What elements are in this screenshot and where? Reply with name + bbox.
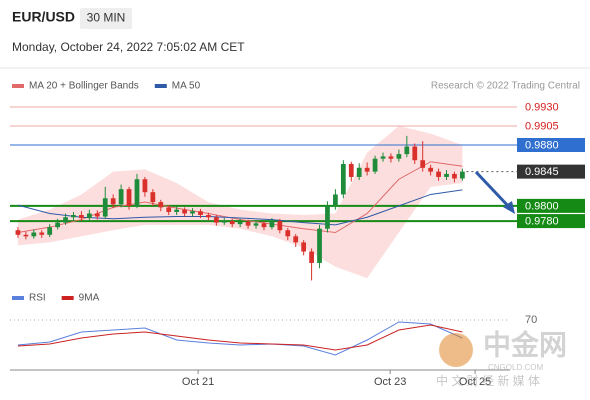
symbol: EUR/USD [12, 9, 75, 25]
x-tick-label: Oct 21 [182, 376, 214, 388]
candle-body [277, 221, 283, 231]
candle-body [142, 179, 148, 193]
candle-body [372, 158, 378, 172]
candle-body [174, 209, 180, 212]
legend-swatch [12, 84, 24, 88]
legend-label: MA 50 [172, 81, 201, 92]
level-box [517, 214, 585, 229]
candle-body [182, 209, 187, 214]
timestamp: Monday, October 24, 2022 7:05:02 AM CET [12, 40, 245, 54]
candle-body [158, 202, 164, 208]
level-box [517, 198, 585, 213]
candle-body [47, 227, 53, 235]
legend-swatch [154, 84, 167, 88]
x-tick-label: Oct 23 [374, 376, 406, 388]
candle-body [293, 236, 299, 243]
forecast-arrow [474, 170, 512, 210]
level-label: 0.9930 [525, 101, 559, 113]
candle-body [237, 221, 243, 225]
y-tick-label: 70 [525, 314, 537, 326]
candle-body [126, 189, 132, 206]
candle-body [404, 146, 410, 155]
candle-body [63, 217, 68, 223]
candle-body [325, 205, 330, 229]
candle-body [150, 192, 156, 203]
candle-body [102, 198, 108, 217]
interval[interactable]: 30 MIN [87, 11, 126, 25]
candle-body [31, 232, 37, 237]
candle-body [118, 189, 124, 205]
x-tick-label: Oct 25 [459, 376, 491, 388]
level-label: 0.9800 [525, 200, 559, 212]
candle-body [221, 221, 227, 223]
candle-body [213, 217, 219, 223]
candle-body [110, 198, 116, 205]
candle-body [428, 167, 434, 172]
legend-swatch [61, 296, 74, 300]
candle-body [198, 211, 203, 215]
legend-label: MA 20 + Bollinger Bands [29, 81, 139, 92]
candle-body [301, 242, 307, 252]
ma-line [17, 189, 463, 226]
candle-body [86, 213, 92, 219]
legend-label: RSI [29, 293, 46, 304]
candle-body [364, 167, 370, 172]
candle-body [261, 223, 267, 228]
level-box [517, 138, 585, 152]
candle-body [460, 171, 465, 179]
watermark-site: CNGOLD.COM [488, 363, 543, 372]
level-label: 0.9905 [525, 120, 559, 132]
forecast-arrow-head [503, 201, 515, 214]
candle-body [444, 173, 449, 177]
candle-body [340, 164, 346, 195]
legend-swatch [12, 296, 24, 300]
legend-label: 9MA [79, 293, 100, 304]
candle-body [55, 222, 60, 228]
candle-body [245, 221, 251, 226]
candle-body [333, 194, 338, 206]
candle-body [412, 146, 418, 161]
credit: Research © 2022 Trading Central [431, 81, 580, 92]
level-label: 0.9845 [525, 166, 559, 178]
candle-body [420, 160, 426, 168]
watermark-tagline: 中 文 财 经 新 媒 体 [436, 373, 540, 388]
candle-body [94, 213, 100, 217]
candle-body [269, 221, 275, 228]
candle-body [39, 232, 45, 235]
candle-body [206, 215, 211, 218]
candle-body [229, 221, 235, 225]
indicator-line [17, 324, 463, 351]
interval-box[interactable] [80, 8, 132, 29]
candle-body [166, 207, 172, 212]
candle-body [436, 171, 441, 177]
indicator-line [17, 321, 463, 356]
candle-body [79, 215, 84, 219]
candle-body [356, 167, 362, 177]
watermark: 中金网 CNGOLD.COM 中 文 财 经 新 媒 体 [436, 328, 567, 388]
watermark-brand: 中金网 [483, 328, 567, 360]
bollinger-band [17, 125, 463, 279]
candle-body [452, 173, 457, 179]
watermark-logo [439, 333, 473, 367]
level-box [517, 164, 585, 179]
candle-body [15, 230, 21, 235]
candle-body [134, 179, 140, 206]
candle-body [396, 154, 402, 159]
candle-body [253, 223, 259, 226]
candle-body [190, 211, 195, 214]
candle-body [348, 164, 354, 177]
candle-body [309, 251, 314, 263]
level-label: 0.9880 [525, 139, 559, 151]
candle-body [23, 234, 29, 237]
candle-body [317, 228, 322, 263]
candle-body [380, 156, 386, 159]
candle-body [388, 156, 394, 159]
candle-body [285, 230, 291, 237]
plot: 0.9930 0.9905 0.9880 0.9845 0.9800 0.9780 MA 2… [10, 81, 585, 388]
level-label: 0.9780 [525, 215, 559, 227]
candle-body [71, 215, 76, 218]
